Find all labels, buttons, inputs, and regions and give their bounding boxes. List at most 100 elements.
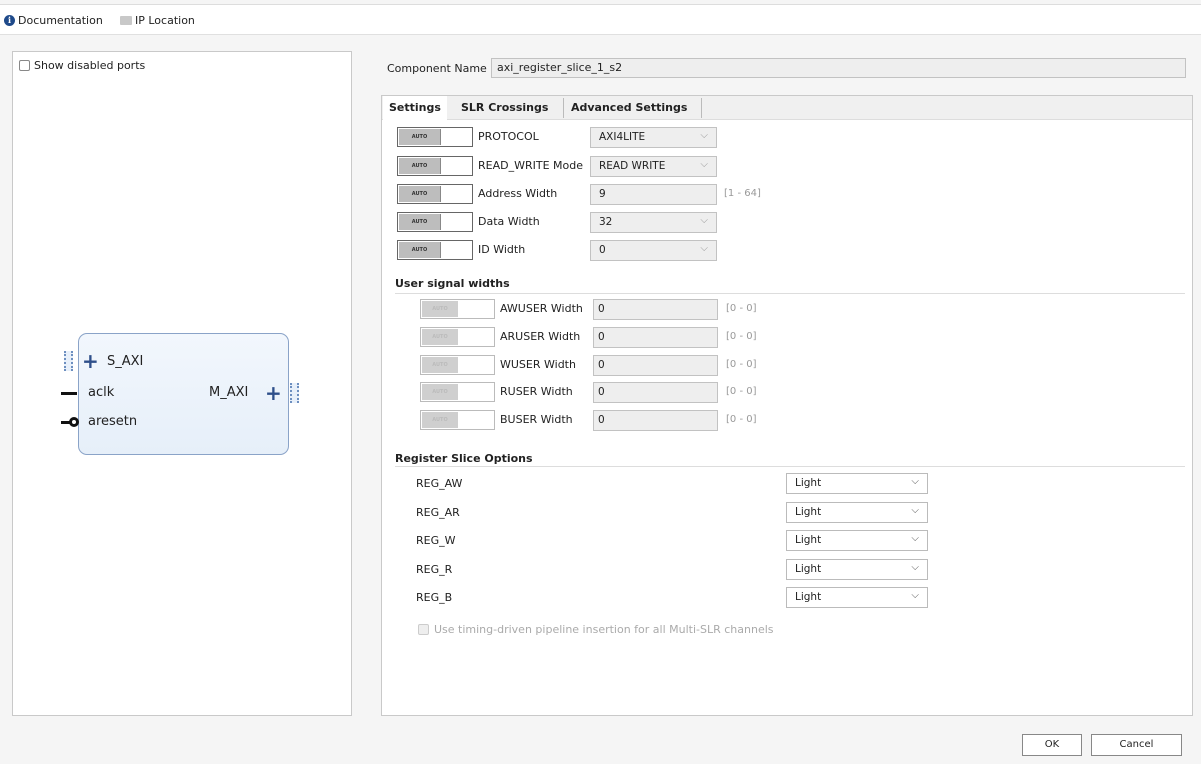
setting-value: 32 [599, 216, 613, 228]
auto-knob: AUTO [422, 412, 458, 429]
user-width-label: AWUSER Width [500, 302, 583, 315]
auto-toggle[interactable]: AUTO [420, 382, 495, 403]
range-hint: [0 - 0] [726, 330, 757, 342]
reg-value: Light [795, 534, 822, 546]
auto-knob: AUTO [399, 158, 441, 174]
inverted-pin-icon [69, 417, 79, 427]
auto-knob: AUTO [399, 129, 441, 145]
s-axi-bus-connector[interactable] [64, 351, 73, 371]
user-width-input[interactable]: 0 [593, 326, 718, 348]
user-width-label: ARUSER Width [500, 329, 581, 343]
auto-toggle[interactable]: AUTO [397, 184, 473, 204]
documentation-label: Documentation [18, 14, 103, 27]
user-width-input[interactable]: 0 [593, 410, 718, 432]
divider [395, 466, 1185, 467]
divider [395, 293, 1185, 294]
aclk-pin[interactable] [61, 392, 77, 395]
chevron-down-icon: ⌵ [911, 504, 919, 516]
chevron-down-icon: ⌵ [700, 130, 708, 141]
user-signal-widths-heading: User signal widths [395, 277, 510, 290]
setting-label: Address Width [478, 187, 558, 200]
aresetn-pin[interactable] [61, 421, 71, 424]
setting-label: READ_WRITE Mode [478, 159, 583, 172]
setting-dropdown[interactable]: 32 ⌵ [590, 212, 717, 233]
register-slice-options-heading: Register Slice Options [395, 452, 533, 465]
documentation-link[interactable]: i Documentation [4, 14, 103, 27]
checkbox-box[interactable] [418, 624, 429, 635]
timing-driven-checkbox[interactable]: Use timing-driven pipeline insertion for… [418, 623, 774, 636]
s-axi-expand-icon[interactable]: + [82, 349, 99, 373]
auto-toggle[interactable]: AUTO [420, 410, 495, 431]
reg-value: Light [795, 591, 822, 603]
ip-location-link[interactable]: IP Location [120, 14, 195, 27]
folder-icon [120, 16, 132, 25]
component-name-label: Component Name [387, 62, 487, 75]
setting-label: ID Width [478, 243, 526, 256]
auto-knob: AUTO [422, 328, 458, 345]
cancel-button[interactable]: Cancel [1091, 734, 1182, 756]
show-disabled-ports-checkbox[interactable]: Show disabled ports [19, 59, 145, 72]
range-hint: [0 - 0] [726, 414, 757, 426]
auto-knob: AUTO [399, 242, 441, 258]
tab-advanced-settings[interactable]: Advanced Settings [571, 101, 688, 114]
tab-bar: Settings SLR Crossings Advanced Settings [382, 96, 1192, 120]
auto-knob: AUTO [422, 356, 458, 373]
checkbox-box[interactable] [19, 60, 30, 71]
auto-knob: AUTO [399, 214, 441, 230]
chevron-down-icon: ⌵ [911, 561, 919, 573]
tab-slr-crossings[interactable]: SLR Crossings [461, 101, 549, 114]
setting-value: READ WRITE [599, 160, 666, 172]
auto-toggle[interactable]: AUTO [420, 326, 495, 347]
chevron-down-icon: ⌵ [911, 590, 919, 601]
auto-toggle[interactable]: AUTO [397, 156, 473, 176]
auto-toggle[interactable]: AUTO [420, 299, 495, 319]
m-axi-bus-connector[interactable] [290, 383, 299, 403]
setting-label: PROTOCOL [478, 130, 539, 143]
user-width-input[interactable]: 0 [593, 299, 718, 320]
reg-dropdown[interactable]: Light ⌵ [786, 473, 928, 494]
chevron-down-icon: ⌵ [700, 215, 708, 226]
user-width-input[interactable]: 0 [593, 382, 718, 404]
tab-divider [701, 98, 702, 118]
reg-label: REG_AW [416, 477, 463, 490]
setting-value: AXI4LITE [599, 131, 646, 143]
reg-dropdown[interactable]: Light ⌵ [786, 501, 928, 523]
auto-knob: AUTO [399, 186, 441, 202]
m-axi-port-label: M_AXI [209, 385, 249, 400]
timing-driven-label: Use timing-driven pipeline insertion for… [434, 623, 774, 636]
reg-value: Light [795, 505, 822, 518]
setting-dropdown[interactable]: READ WRITE ⌵ [590, 156, 717, 177]
range-hint: [1 - 64] [724, 188, 761, 199]
auto-toggle[interactable]: AUTO [397, 127, 473, 147]
chevron-down-icon: ⌵ [700, 159, 708, 170]
user-width-input[interactable]: 0 [593, 354, 718, 376]
ip-symbol-block [78, 333, 289, 455]
setting-value: 9 [599, 188, 606, 200]
reg-dropdown[interactable]: Light ⌵ [786, 558, 928, 580]
auto-toggle[interactable]: AUTO [420, 354, 495, 375]
aresetn-port-label: aresetn [88, 414, 138, 429]
chevron-down-icon: ⌵ [911, 533, 919, 544]
setting-dropdown[interactable]: 0 ⌵ [590, 240, 717, 261]
range-hint: [0 - 0] [726, 303, 757, 314]
ip-location-label: IP Location [135, 14, 195, 27]
ok-button[interactable]: OK [1022, 734, 1082, 756]
m-axi-expand-icon[interactable]: + [265, 381, 282, 405]
setting-input[interactable]: 9 [590, 184, 717, 205]
user-width-label: BUSER Width [500, 413, 573, 427]
tab-divider [563, 98, 564, 118]
reg-dropdown[interactable]: Light ⌵ [786, 587, 928, 608]
auto-toggle[interactable]: AUTO [397, 212, 473, 232]
component-name-input[interactable]: axi_register_slice_1_s2 [491, 58, 1186, 78]
setting-label: Data Width [478, 215, 540, 228]
setting-dropdown[interactable]: AXI4LITE ⌵ [590, 127, 717, 148]
reg-dropdown[interactable]: Light ⌵ [786, 530, 928, 551]
tab-settings[interactable]: Settings [383, 96, 447, 120]
reg-label: REG_R [416, 562, 453, 576]
reg-value: Light [795, 477, 822, 489]
tab-panel [381, 95, 1193, 716]
auto-knob: AUTO [422, 301, 458, 317]
range-hint: [0 - 0] [726, 386, 757, 398]
setting-value: 0 [599, 244, 606, 256]
auto-toggle[interactable]: AUTO [397, 240, 473, 260]
